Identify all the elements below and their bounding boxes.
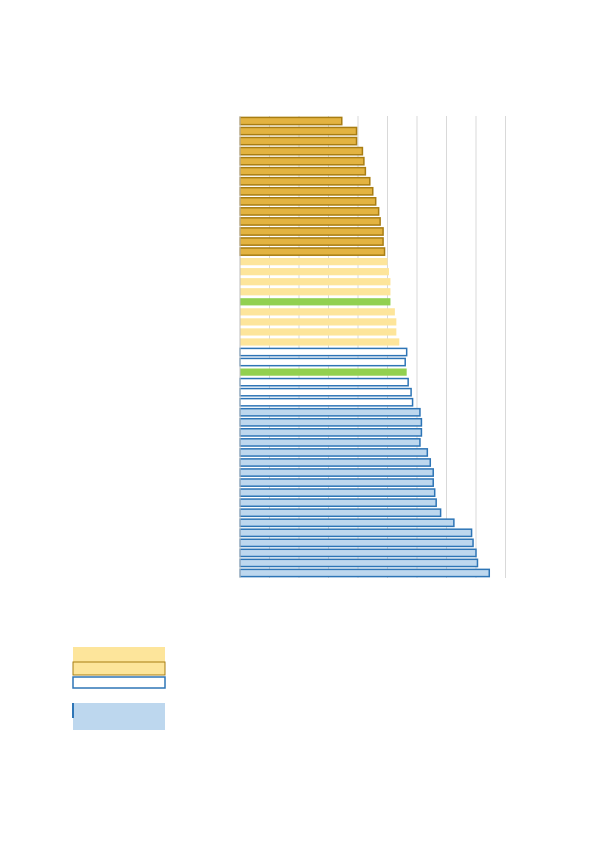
bar <box>239 237 384 246</box>
bar <box>239 126 358 136</box>
legend <box>72 647 166 730</box>
bar <box>239 217 381 226</box>
bar <box>240 368 407 376</box>
bar <box>239 176 371 186</box>
bar <box>239 186 374 196</box>
bar <box>239 116 343 126</box>
bar <box>239 568 491 578</box>
bar <box>239 397 414 407</box>
bar <box>239 347 408 357</box>
bar <box>239 468 434 477</box>
bar <box>239 488 436 497</box>
bar <box>239 156 365 166</box>
bar <box>239 197 377 206</box>
bar <box>240 328 397 336</box>
bar <box>239 528 473 538</box>
legend-swatch <box>72 676 166 689</box>
bar <box>239 548 477 558</box>
bar <box>239 207 380 216</box>
bar <box>239 357 406 367</box>
legend-swatch <box>73 703 165 730</box>
bar <box>239 538 474 548</box>
bar <box>240 308 395 316</box>
bar <box>239 387 412 397</box>
bar <box>239 146 364 156</box>
bar <box>240 288 391 296</box>
bar <box>239 478 434 487</box>
bar <box>239 458 432 467</box>
bar <box>240 298 391 306</box>
bar <box>239 417 423 427</box>
bar <box>240 338 400 346</box>
bar <box>239 438 421 447</box>
bar <box>239 136 358 146</box>
bar <box>240 258 388 266</box>
bar <box>239 508 442 518</box>
bar <box>240 318 397 326</box>
legend-swatch <box>72 661 166 676</box>
bar <box>240 268 389 276</box>
bar <box>239 377 409 387</box>
bar <box>239 558 479 568</box>
bar <box>239 407 421 417</box>
bar <box>239 448 429 457</box>
bar <box>239 498 437 508</box>
bar <box>239 166 367 176</box>
bar <box>239 247 386 256</box>
bar <box>239 518 455 528</box>
bar <box>240 278 391 286</box>
bar <box>239 428 423 437</box>
bar <box>239 227 384 236</box>
